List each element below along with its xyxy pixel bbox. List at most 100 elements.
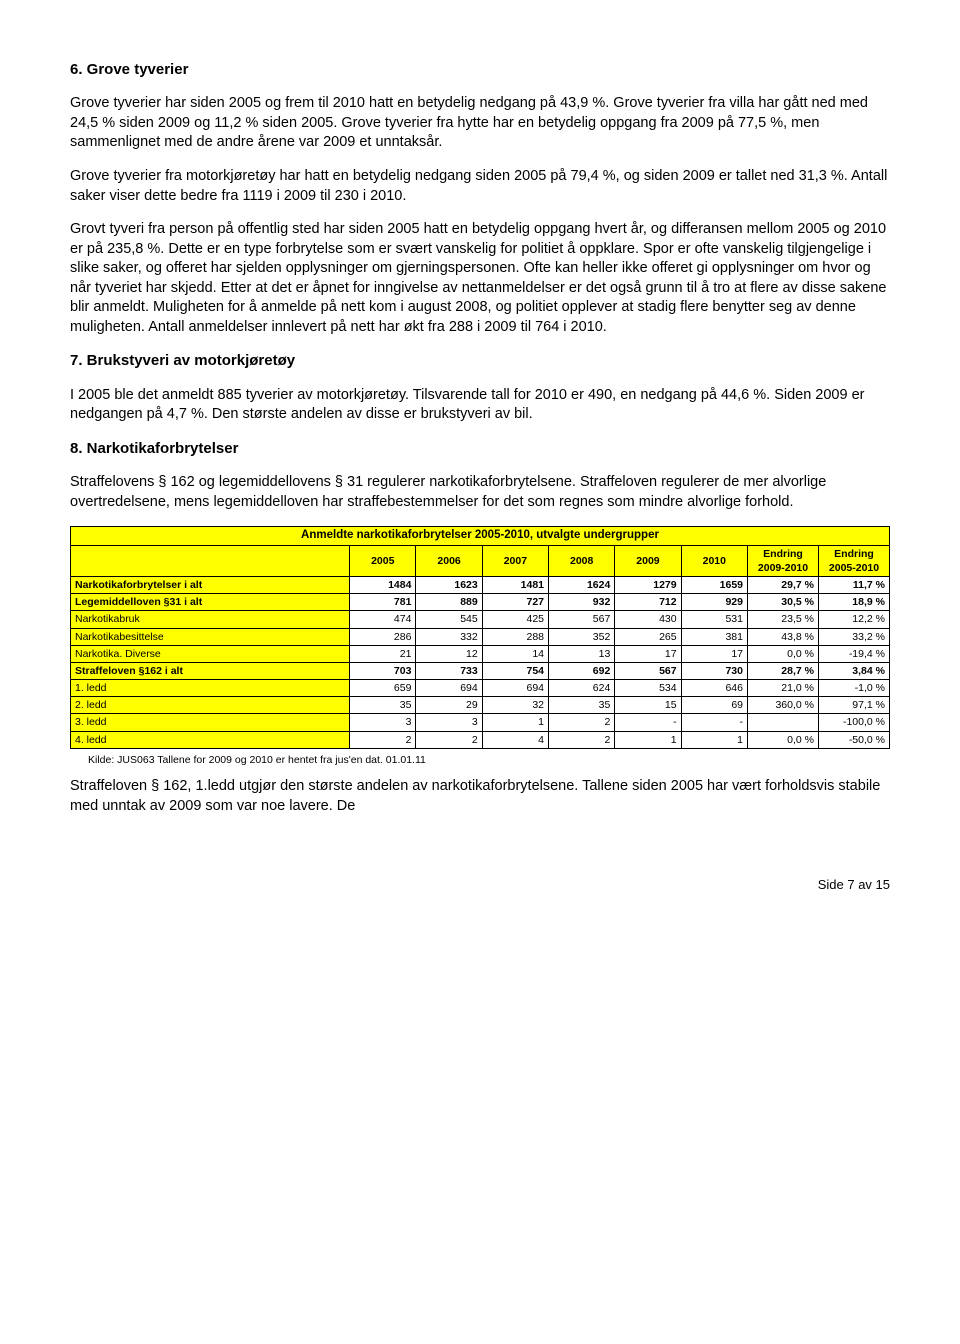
table-cell: 624: [549, 680, 615, 697]
table-cell-endr1: 0,0 %: [748, 731, 819, 748]
table-cell: 694: [416, 680, 482, 697]
table-header-y3: 2008: [549, 545, 615, 576]
section-6-p1: Grove tyverier har siden 2005 og frem ti…: [70, 94, 890, 153]
table-row-label: Narkotikabruk: [71, 611, 350, 628]
table-cell: 425: [482, 611, 548, 628]
table-cell: 288: [482, 628, 548, 645]
table-cell: 545: [416, 611, 482, 628]
section-8-heading: 8. Narkotikaforbrytelser: [70, 439, 890, 459]
table-cell: 1659: [681, 577, 747, 594]
section-7-p1: I 2005 ble det anmeldt 885 tyverier av m…: [70, 386, 890, 425]
table-header-y4: 2009: [615, 545, 681, 576]
table-cell: 2: [549, 731, 615, 748]
table-cell: 1624: [549, 577, 615, 594]
table-cell: 730: [681, 662, 747, 679]
table-source: Kilde: JUS063 Tallene for 2009 og 2010 e…: [88, 753, 890, 767]
table-header-empty: [71, 545, 350, 576]
table-cell: 332: [416, 628, 482, 645]
table-header-y2: 2007: [482, 545, 548, 576]
section-8-p1: Straffelovens § 162 og legemiddellovens …: [70, 473, 890, 512]
section-6-p3: Grovt tyveri fra person på offentlig ste…: [70, 220, 890, 337]
table-cell: 286: [350, 628, 416, 645]
page-footer: Side 7 av 15: [70, 876, 890, 894]
table-cell: 712: [615, 594, 681, 611]
table-cell: 1484: [350, 577, 416, 594]
table-cell: 754: [482, 662, 548, 679]
table-cell-endr1: 30,5 %: [748, 594, 819, 611]
section-7-heading: 7. Brukstyveri av motorkjøretøy: [70, 351, 890, 371]
table-cell-endr1: 360,0 %: [748, 697, 819, 714]
table-cell-endr1: 28,7 %: [748, 662, 819, 679]
table-cell: 1481: [482, 577, 548, 594]
table-cell: 694: [482, 680, 548, 697]
table-cell: 2: [350, 731, 416, 748]
table-cell: 703: [350, 662, 416, 679]
table-cell-endr2: -19,4 %: [819, 645, 890, 662]
table-cell: 12: [416, 645, 482, 662]
table-cell: 1623: [416, 577, 482, 594]
table-cell-endr1: 21,0 %: [748, 680, 819, 697]
table-cell-endr1: 29,7 %: [748, 577, 819, 594]
table-cell-endr1: 43,8 %: [748, 628, 819, 645]
table-cell: 929: [681, 594, 747, 611]
table-cell: 15: [615, 697, 681, 714]
table-cell: 889: [416, 594, 482, 611]
table-cell-endr2: 18,9 %: [819, 594, 890, 611]
table-row-label: 3. ledd: [71, 714, 350, 731]
table-cell: 1: [482, 714, 548, 731]
table-cell: 381: [681, 628, 747, 645]
table-header-y0: 2005: [350, 545, 416, 576]
table-cell: 932: [549, 594, 615, 611]
table-header-endr1: Endring 2009-2010: [748, 545, 819, 576]
table-cell: 567: [615, 662, 681, 679]
table-cell: 14: [482, 645, 548, 662]
table-row-label: 4. ledd: [71, 731, 350, 748]
table-cell: 692: [549, 662, 615, 679]
table-row-label: 2. ledd: [71, 697, 350, 714]
table-cell-endr2: 11,7 %: [819, 577, 890, 594]
table-cell: 1279: [615, 577, 681, 594]
table-cell: 567: [549, 611, 615, 628]
table-cell-endr2: 97,1 %: [819, 697, 890, 714]
table-cell: -: [681, 714, 747, 731]
table-cell: 17: [681, 645, 747, 662]
table-header-y1: 2006: [416, 545, 482, 576]
table-cell: 17: [615, 645, 681, 662]
table-cell: 3: [350, 714, 416, 731]
table-cell: 32: [482, 697, 548, 714]
table-cell: 727: [482, 594, 548, 611]
table-cell: 35: [549, 697, 615, 714]
table-cell: 13: [549, 645, 615, 662]
table-cell: 659: [350, 680, 416, 697]
table-row-label: Narkotika. Diverse: [71, 645, 350, 662]
table-cell-endr1: 23,5 %: [748, 611, 819, 628]
table-cell: 646: [681, 680, 747, 697]
section-6-p2: Grove tyverier fra motorkjøretøy har hat…: [70, 167, 890, 206]
narkotika-table: Anmeldte narkotikaforbrytelser 2005-2010…: [70, 526, 890, 749]
table-cell-endr2: 3,84 %: [819, 662, 890, 679]
table-cell: 531: [681, 611, 747, 628]
table-cell-endr2: -1,0 %: [819, 680, 890, 697]
table-cell: 2: [549, 714, 615, 731]
table-row-label: 1. ledd: [71, 680, 350, 697]
table-cell: 1: [681, 731, 747, 748]
after-table-paragraph: Straffeloven § 162, 1.ledd utgjør den st…: [70, 777, 890, 816]
table-cell: 3: [416, 714, 482, 731]
table-cell: 35: [350, 697, 416, 714]
table-cell: 4: [482, 731, 548, 748]
table-cell: 733: [416, 662, 482, 679]
table-cell-endr1: 0,0 %: [748, 645, 819, 662]
table-cell-endr2: -50,0 %: [819, 731, 890, 748]
table-cell: 1: [615, 731, 681, 748]
table-row-label: Narkotikaforbrytelser i alt: [71, 577, 350, 594]
table-title: Anmeldte narkotikaforbrytelser 2005-2010…: [71, 527, 890, 546]
table-cell: 474: [350, 611, 416, 628]
table-cell-endr2: -100,0 %: [819, 714, 890, 731]
table-header-y5: 2010: [681, 545, 747, 576]
table-cell: 534: [615, 680, 681, 697]
table-cell: 29: [416, 697, 482, 714]
table-row-label: Straffeloven §162 i alt: [71, 662, 350, 679]
table-cell-endr2: 33,2 %: [819, 628, 890, 645]
table-row-label: Narkotikabesittelse: [71, 628, 350, 645]
table-cell: 21: [350, 645, 416, 662]
